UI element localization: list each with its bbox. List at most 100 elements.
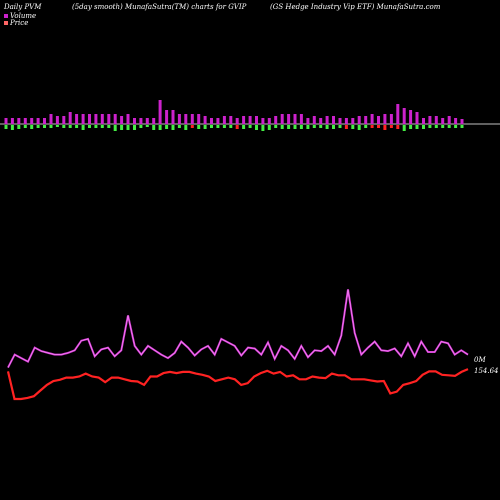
volume-bar-top bbox=[62, 116, 66, 124]
price-change-bar bbox=[242, 125, 246, 129]
volume-bar-top bbox=[454, 118, 458, 124]
volume-bar-top bbox=[351, 118, 355, 124]
legend-price-swatch bbox=[4, 21, 8, 25]
price-change-bar bbox=[389, 125, 393, 128]
volume-bar-top bbox=[222, 116, 226, 124]
chart-header-center: (5day smooth) MunafaSutra(TM) charts for… bbox=[72, 3, 247, 11]
volume-bar-top bbox=[357, 116, 361, 124]
price-change-bar bbox=[377, 125, 380, 128]
volume-bar-top bbox=[267, 118, 271, 124]
bar-group bbox=[4, 100, 464, 131]
price-change-bar bbox=[248, 125, 252, 128]
volume-bar-top bbox=[36, 118, 40, 124]
volume-bar-top bbox=[177, 114, 181, 124]
volume-bar-top bbox=[75, 114, 79, 124]
volume-bar-top bbox=[344, 118, 348, 124]
price-change-bar bbox=[94, 125, 98, 128]
price-change-bar bbox=[383, 125, 387, 130]
price-change-bar bbox=[338, 125, 342, 128]
volume-bar-top bbox=[10, 118, 14, 124]
volume-bar-top bbox=[248, 116, 252, 124]
price-change-bar bbox=[43, 125, 46, 128]
price-change-bar bbox=[171, 125, 175, 130]
price-change-bar bbox=[139, 125, 143, 128]
volume-series-highlight bbox=[7, 289, 469, 368]
volume-bar-top bbox=[30, 118, 34, 124]
price-change-bar bbox=[49, 125, 53, 128]
price-change-bar bbox=[190, 125, 194, 128]
volume-bar-top bbox=[17, 118, 21, 124]
price-change-bar bbox=[351, 125, 355, 129]
price-series-line bbox=[6, 368, 469, 401]
volume-bar-top bbox=[255, 116, 258, 124]
volume-bar-top bbox=[216, 118, 220, 124]
price-change-bar bbox=[357, 125, 361, 130]
price-change-bar bbox=[107, 125, 111, 128]
legend-volume: Volume bbox=[4, 12, 36, 20]
volume-bar-top bbox=[441, 118, 445, 124]
price-change-bar bbox=[280, 125, 284, 129]
volume-bar-top bbox=[306, 118, 310, 124]
volume-bar-top bbox=[338, 118, 342, 124]
price-change-bar bbox=[441, 125, 445, 128]
price-change-bar bbox=[197, 125, 201, 129]
price-change-bar bbox=[126, 125, 130, 130]
price-change-bar bbox=[332, 125, 335, 129]
price-change-bar bbox=[75, 125, 79, 128]
price-change-bar bbox=[261, 125, 265, 131]
price-change-bar bbox=[10, 125, 14, 130]
volume-bar-top bbox=[312, 116, 316, 124]
volume-series-line bbox=[7, 289, 469, 369]
volume-bar-top bbox=[120, 116, 124, 124]
volume-bar-top bbox=[460, 119, 464, 124]
price-change-bar bbox=[203, 125, 207, 129]
volume-bar-top bbox=[428, 116, 432, 124]
volume-bar-top bbox=[145, 118, 149, 124]
price-change-bar bbox=[287, 125, 291, 129]
price-change-bar bbox=[81, 125, 85, 130]
volume-last-label: 0M bbox=[474, 356, 486, 364]
price-change-bar bbox=[274, 125, 278, 128]
price-change-bar bbox=[447, 125, 451, 128]
price-change-bar bbox=[267, 125, 271, 130]
price-change-bar bbox=[306, 125, 310, 129]
volume-bar-top bbox=[422, 118, 425, 124]
volume-bar-top bbox=[235, 118, 239, 124]
volume-bar-top bbox=[402, 108, 406, 124]
volume-bar-top bbox=[94, 114, 98, 124]
price-change-bar bbox=[255, 125, 258, 130]
volume-bar-top bbox=[68, 112, 72, 124]
volume-bar-top bbox=[165, 110, 169, 124]
price-change-bar bbox=[402, 125, 406, 131]
price-change-bar bbox=[62, 125, 66, 128]
volume-bar-top bbox=[319, 118, 323, 124]
price-change-bar bbox=[293, 125, 297, 129]
price-change-bar bbox=[158, 125, 162, 130]
volume-bar-top bbox=[383, 114, 387, 124]
price-change-bar bbox=[454, 125, 458, 128]
volume-bar-top bbox=[299, 114, 303, 124]
volume-bar-top bbox=[126, 114, 130, 124]
volume-bar-top bbox=[229, 116, 233, 124]
volume-bar-top bbox=[377, 116, 380, 124]
price-change-bar bbox=[325, 125, 329, 129]
legend-volume-label: Volume bbox=[10, 12, 37, 20]
price-change-bar bbox=[235, 125, 239, 129]
price-change-bar bbox=[409, 125, 413, 129]
chart-header-left: Daily PVM bbox=[4, 3, 42, 11]
price-change-bar bbox=[370, 125, 374, 128]
volume-bar-top bbox=[409, 110, 413, 124]
volume-bar-top bbox=[210, 118, 213, 124]
price-change-bar bbox=[415, 125, 419, 129]
price-change-bar bbox=[344, 125, 348, 129]
price-change-bar bbox=[133, 125, 136, 130]
price-change-bar bbox=[210, 125, 213, 128]
volume-bar-top bbox=[184, 114, 188, 124]
volume-bar-top bbox=[396, 104, 400, 124]
volume-bar-top bbox=[133, 118, 136, 124]
price-change-bar bbox=[100, 125, 104, 128]
volume-bar-top bbox=[171, 110, 175, 124]
volume-bar-top bbox=[280, 114, 284, 124]
volume-bar-top bbox=[197, 114, 201, 124]
